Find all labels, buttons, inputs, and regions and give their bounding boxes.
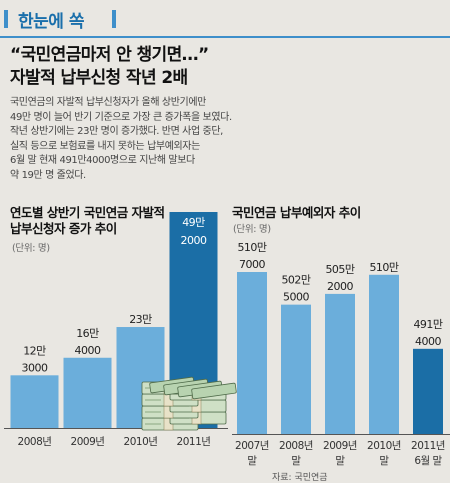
chart1-x-label: 2008년: [18, 436, 52, 448]
chart2-value-label: 4000: [415, 335, 441, 348]
chart2-x-label: 2010년: [367, 440, 401, 452]
chart2-x-label: 6월 말: [414, 455, 442, 467]
chart2-value-label: 510만: [369, 261, 398, 274]
body-line: 실직 등으로 보험료를 내지 못하는 납부예외자는: [10, 140, 200, 152]
chart2-value-label: 505만: [325, 263, 354, 276]
body-line: 약 19만 명 줄었다.: [10, 169, 86, 181]
header-divider: [0, 36, 450, 38]
chart2-x-label: 말: [291, 455, 301, 467]
body-line: 작년 상반기에는 23만 명이 증가했다. 반면 사업 중단,: [10, 126, 223, 137]
chart2-x-label: 2008년: [279, 440, 313, 452]
headline-line1: “국민연금마저 안 챙기면…”: [10, 45, 209, 65]
chart2-bar: [413, 348, 443, 434]
chart1-x-label: 2010년: [124, 436, 158, 448]
chart1-value-label: 3000: [22, 361, 48, 374]
headline: “국민연금마저 안 챙기면…” 자발적 납부신청 작년 2배: [10, 44, 209, 90]
chart2-value-label: 502만: [281, 274, 310, 287]
chart2-value-label: 2000: [327, 280, 353, 293]
chart1-title-line2: 납부신청자 증가 추이: [10, 221, 117, 236]
chart2-value-label: 7000: [239, 258, 265, 271]
chart1-value-label: 49만: [182, 216, 205, 229]
chart1-value-label: 16만: [76, 327, 99, 340]
chart2-bar: [281, 304, 311, 434]
chart1-x-label: 2011년: [177, 436, 211, 448]
chart2-title: 국민연금 납부예외자 추이: [232, 205, 361, 220]
chart2-bar: [325, 293, 355, 434]
article-body: 국민연금의 자발적 납부신청자가 올해 상반기에만 49만 명이 늘어 반기 기…: [10, 96, 260, 183]
chart2-value-label: 491만: [413, 318, 442, 331]
source-note: 자료: 국민연금: [272, 473, 328, 483]
chart1-unit: (단위: 명): [12, 243, 50, 254]
chart2-value-label: 5000: [283, 291, 309, 304]
chart2-x-label: 2011년: [411, 440, 445, 452]
chart1-value-label: 2000: [181, 234, 207, 247]
chart1-title: 연도별 상반기 국민연금 자발적 납부신청자 증가 추이: [10, 205, 165, 237]
body-line: 49만 명이 늘어 반기 기준으로 가장 큰 증가폭을 보였다.: [10, 111, 232, 123]
chart2-x-label: 말: [379, 455, 389, 467]
header-bar-left: [4, 10, 8, 28]
chart2-bar: [369, 274, 399, 434]
chart1-bar: [10, 375, 59, 428]
chart2-x-label: 2007년: [235, 440, 269, 452]
header-title: 한눈에 쏙: [18, 12, 84, 32]
chart2-x-label: 말: [247, 455, 257, 467]
header: 한눈에 쏙: [0, 0, 450, 36]
chart1-title-line1: 연도별 상반기 국민연금 자발적: [10, 205, 165, 220]
header-bar-right: [112, 10, 116, 28]
chart2-unit: (단위: 명): [233, 224, 271, 235]
money-bundle-icon: [141, 376, 237, 431]
body-line: 국민연금의 자발적 납부신청자가 올해 상반기에만: [10, 97, 206, 108]
chart1-value-label: 23만: [129, 313, 152, 326]
headline-line2: 자발적 납부신청 작년 2배: [10, 68, 188, 88]
chart2-bar: [237, 272, 267, 434]
chart1-bar: [63, 357, 112, 428]
chart2-value-label: 510만: [237, 241, 266, 254]
chart1-value-label: 4000: [75, 344, 101, 357]
chart1-value-label: 12만: [23, 344, 46, 357]
chart1-x-label: 2009년: [71, 436, 105, 448]
chart2-x-label: 말: [335, 455, 345, 467]
chart2-x-label: 2009년: [323, 440, 357, 452]
body-line: 6월 말 현재 491만4000명으로 지난해 말보다: [10, 155, 195, 166]
